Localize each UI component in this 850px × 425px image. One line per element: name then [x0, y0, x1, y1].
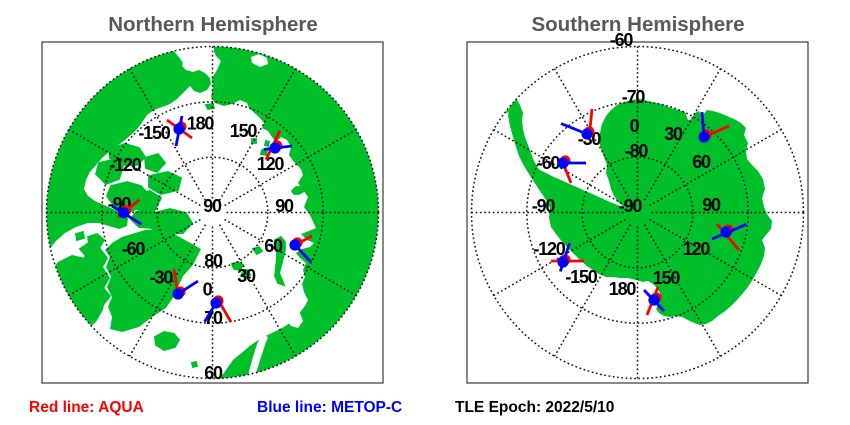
svg-text:0: 0	[203, 280, 213, 300]
svg-text:-90: -90	[532, 196, 556, 216]
svg-text:TLE Epoch: 2022/5/10: TLE Epoch: 2022/5/10	[455, 399, 614, 416]
svg-text:Blue line: METOP-C: Blue line: METOP-C	[257, 399, 402, 416]
svg-text:150: 150	[230, 121, 258, 141]
svg-text:-60: -60	[610, 30, 634, 50]
svg-text:150: 150	[653, 268, 681, 288]
svg-text:30: 30	[664, 124, 683, 144]
svg-text:-60: -60	[537, 153, 561, 173]
svg-text:60: 60	[692, 152, 711, 172]
svg-text:90: 90	[203, 196, 222, 216]
svg-text:-60: -60	[122, 239, 146, 259]
svg-text:-30: -30	[150, 268, 174, 288]
svg-text:180: 180	[609, 279, 637, 299]
svg-text:Southern Hemisphere: Southern Hemisphere	[531, 13, 744, 36]
svg-text:120: 120	[257, 154, 285, 174]
svg-text:60: 60	[204, 363, 223, 383]
svg-text:-80: -80	[625, 141, 649, 161]
svg-text:180: 180	[187, 114, 215, 134]
svg-text:-120: -120	[533, 239, 565, 259]
svg-text:90: 90	[702, 195, 721, 215]
svg-text:60: 60	[264, 236, 283, 256]
svg-text:-90: -90	[619, 196, 643, 216]
svg-text:0: 0	[630, 116, 640, 136]
svg-text:Red line: AQUA: Red line: AQUA	[29, 399, 144, 416]
svg-text:30: 30	[237, 266, 256, 286]
svg-text:-150: -150	[565, 267, 597, 287]
svg-text:-70: -70	[622, 87, 646, 107]
svg-text:90: 90	[275, 196, 294, 216]
svg-text:120: 120	[683, 239, 711, 259]
svg-text:80: 80	[204, 251, 223, 271]
svg-text:Northern Hemisphere: Northern Hemisphere	[108, 13, 318, 36]
svg-text:-120: -120	[109, 155, 141, 175]
svg-text:-150: -150	[138, 123, 170, 143]
